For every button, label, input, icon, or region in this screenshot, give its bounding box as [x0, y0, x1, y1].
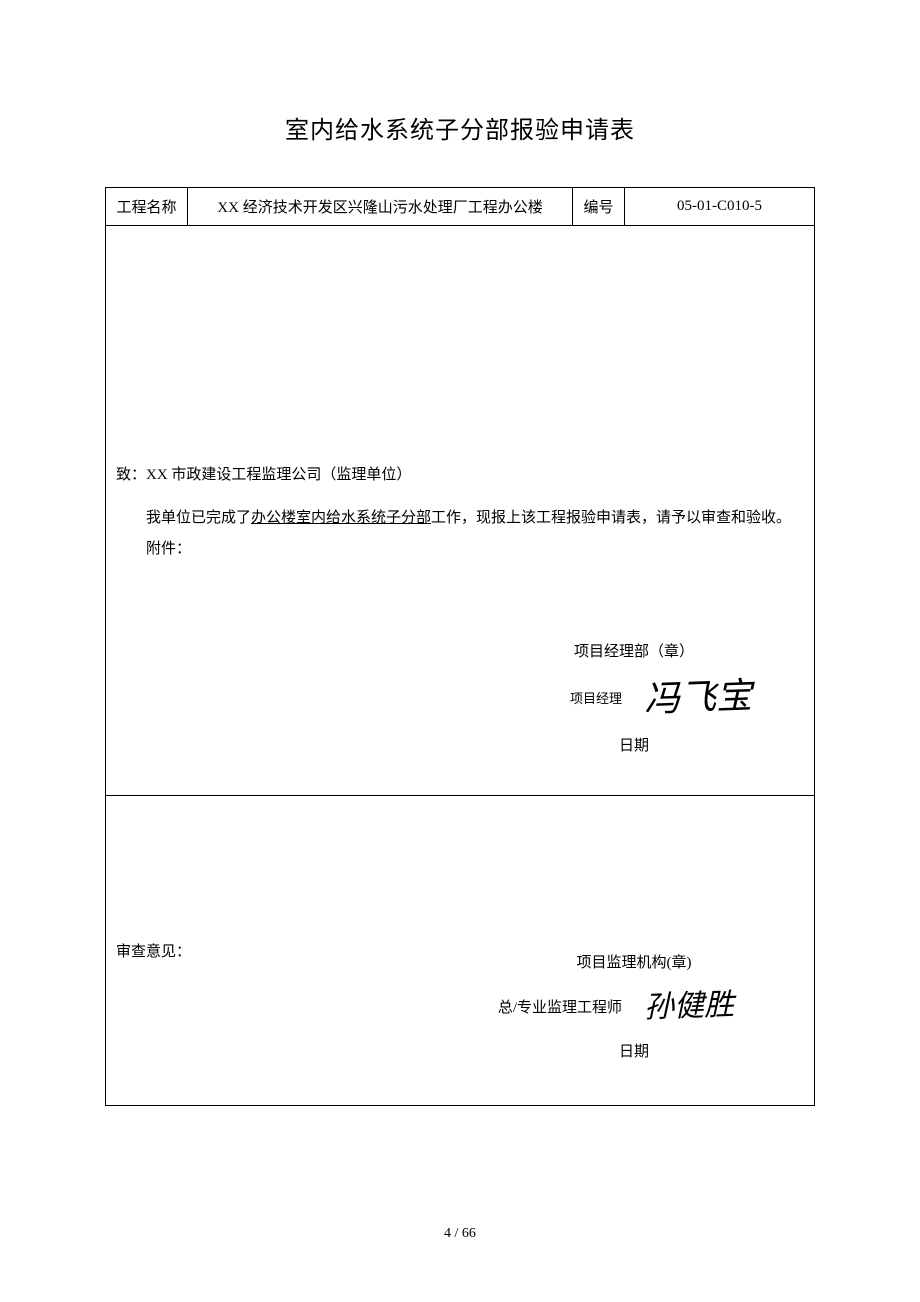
body-row: 致：XX 市政建设工程监理公司（监理单位） 我单位已完成了办公楼室内给水系统子分… — [106, 226, 815, 796]
code-label: 编号 — [573, 188, 625, 226]
project-name-value: XX 经济技术开发区兴隆山污水处理厂工程办公楼 — [188, 188, 573, 226]
dept-stamp-row: 项目经理部（章） — [106, 640, 784, 661]
code-value: 05-01-C010-5 — [625, 188, 815, 226]
page-title: 室内给水系统子分部报验申请表 — [105, 110, 815, 145]
project-name-label: 工程名称 — [106, 188, 188, 226]
page-number: 4 / 66 — [0, 1226, 920, 1242]
contractor-signature-block: 项目经理部（章） 项目经理 冯飞宝 日期 — [106, 640, 814, 777]
review-row: 审查意见： 项目监理机构(章) 总/专业监理工程师 孙健胜 日期 — [106, 796, 815, 1106]
inspection-form-table: 工程名称 XX 经济技术开发区兴隆山污水处理厂工程办公楼 编号 05-01-C0… — [105, 187, 815, 1106]
engineer-signature-row: 总/专业监理工程师 孙健胜 — [106, 994, 784, 1018]
statement-suffix: 工作，现报上该工程报验申请表，请予以审查和验收。 — [431, 510, 791, 526]
pm-signature-row: 项目经理 冯飞宝 — [106, 683, 784, 712]
recipient-line: 致：XX 市政建设工程监理公司（监理单位） — [116, 463, 804, 484]
date-row-2: 日期 — [106, 1040, 784, 1061]
date-label-2: 日期 — [484, 1040, 784, 1061]
engineer-role-label: 总/专业监理工程师 — [498, 996, 622, 1017]
date-label-1: 日期 — [484, 734, 784, 755]
date-row-1: 日期 — [106, 734, 784, 755]
supervisor-signature-block: 项目监理机构(章) 总/专业监理工程师 孙健胜 日期 — [106, 951, 814, 1083]
statement-line: 我单位已完成了办公楼室内给水系统子分部工作，现报上该工程报验申请表，请予以审查和… — [116, 504, 804, 533]
statement-underlined: 办公楼室内给水系统子分部 — [251, 510, 431, 526]
review-cell: 审查意见： 项目监理机构(章) 总/专业监理工程师 孙健胜 日期 — [106, 796, 815, 1106]
dept-stamp-label: 项目经理部（章） — [484, 640, 784, 661]
org-stamp-label: 项目监理机构(章) — [484, 951, 784, 972]
pm-handwritten-signature: 冯飞宝 — [644, 681, 785, 715]
org-stamp-row: 项目监理机构(章) — [106, 951, 784, 972]
statement-prefix: 我单位已完成了 — [146, 510, 251, 526]
table-header-row: 工程名称 XX 经济技术开发区兴隆山污水处理厂工程办公楼 编号 05-01-C0… — [106, 188, 815, 226]
attachment-label: 附件： — [116, 537, 804, 558]
engineer-handwritten-signature: 孙健胜 — [644, 992, 785, 1021]
document-page: 室内给水系统子分部报验申请表 工程名称 XX 经济技术开发区兴隆山污水处理厂工程… — [0, 0, 920, 1166]
pm-role-label: 项目经理 — [570, 688, 622, 707]
body-cell: 致：XX 市政建设工程监理公司（监理单位） 我单位已完成了办公楼室内给水系统子分… — [106, 226, 815, 796]
